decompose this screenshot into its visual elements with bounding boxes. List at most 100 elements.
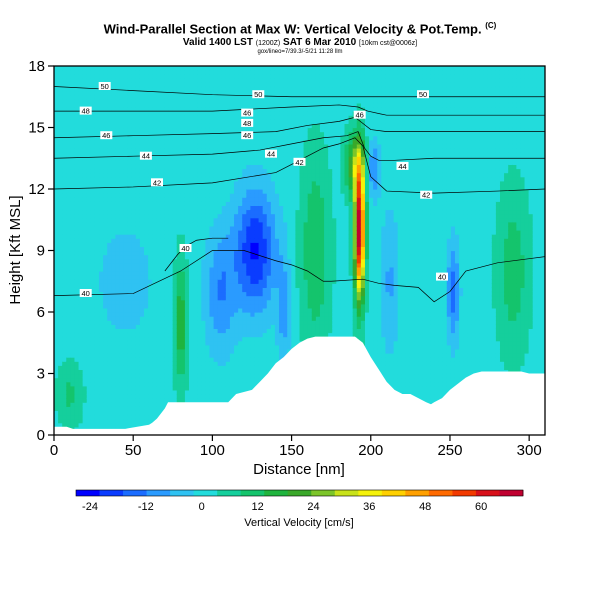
velocity-cell	[270, 168, 276, 174]
velocity-cell	[148, 66, 153, 71]
velocity-cell	[197, 82, 202, 88]
velocity-cell	[127, 230, 133, 235]
velocity-cell	[99, 389, 104, 395]
velocity-cell	[180, 381, 186, 387]
velocity-cell	[82, 193, 88, 198]
velocity-cell	[103, 242, 108, 247]
velocity-cell	[250, 189, 256, 194]
velocity-cell	[168, 135, 174, 141]
velocity-cell	[58, 143, 63, 149]
velocity-cell	[225, 385, 231, 391]
velocity-cell	[82, 225, 88, 231]
velocity-cell	[258, 373, 264, 379]
velocity-cell	[103, 344, 108, 350]
velocity-cell	[250, 340, 256, 346]
velocity-cell	[225, 283, 231, 288]
velocity-cell	[160, 340, 166, 346]
velocity-cell	[201, 184, 206, 190]
velocity-cell	[238, 238, 243, 243]
velocity-cell	[82, 340, 88, 346]
velocity-cell	[66, 307, 71, 313]
velocity-cell	[225, 156, 231, 161]
velocity-cell	[119, 213, 125, 219]
velocity-cell	[250, 283, 256, 288]
velocity-cell	[176, 262, 182, 268]
velocity-cell	[107, 193, 112, 198]
velocity-cell	[135, 213, 141, 219]
velocity-cell	[74, 135, 80, 141]
velocity-cell	[66, 111, 71, 116]
velocity-cell	[205, 250, 211, 256]
velocity-cell	[86, 312, 92, 317]
velocity-cell	[193, 254, 198, 260]
velocity-cell	[152, 193, 157, 198]
velocity-cell	[70, 303, 76, 309]
velocity-cell	[144, 78, 149, 83]
velocity-cell	[86, 357, 92, 362]
velocity-cell	[184, 168, 190, 174]
velocity-cell	[266, 357, 272, 362]
velocity-cell	[221, 98, 227, 104]
velocity-cell	[58, 394, 63, 399]
velocity-cell	[254, 143, 260, 149]
velocity-cell	[246, 295, 251, 301]
velocity-cell	[254, 102, 260, 108]
velocity-cell	[205, 307, 211, 313]
velocity-cell	[99, 266, 104, 272]
velocity-cell	[193, 139, 198, 145]
velocity-cell	[90, 172, 96, 178]
velocity-cell	[74, 201, 80, 206]
velocity-cell	[254, 275, 260, 280]
velocity-cell	[94, 291, 100, 297]
velocity-cell	[168, 98, 174, 104]
velocity-cell	[246, 246, 251, 252]
velocity-cell	[189, 123, 194, 129]
velocity-cell	[127, 139, 133, 145]
velocity-cell	[119, 74, 125, 79]
velocity-cell	[238, 320, 243, 325]
velocity-cell	[209, 377, 215, 383]
velocity-cell	[274, 189, 280, 194]
velocity-cell	[184, 254, 190, 260]
velocity-cell	[103, 394, 108, 399]
velocity-cell	[119, 295, 125, 301]
velocity-cell	[254, 353, 260, 358]
velocity-cell	[54, 266, 59, 272]
velocity-cell	[139, 328, 145, 334]
velocity-cell	[266, 82, 272, 88]
velocity-cell	[90, 258, 96, 264]
velocity-cell	[160, 115, 166, 120]
velocity-cell	[213, 328, 219, 334]
velocity-cell	[74, 250, 80, 256]
velocity-cell	[213, 389, 219, 395]
velocity-cell	[107, 357, 112, 362]
velocity-cell	[82, 74, 88, 79]
velocity-cell	[115, 410, 121, 416]
velocity-cell	[201, 250, 206, 256]
velocity-cell	[115, 156, 121, 161]
velocity-cell	[74, 357, 80, 362]
velocity-cell	[213, 336, 219, 342]
velocity-cell	[168, 189, 174, 194]
velocity-cell	[168, 348, 174, 354]
velocity-cell	[217, 123, 223, 129]
velocity-cell	[229, 377, 235, 383]
velocity-cell	[90, 389, 96, 395]
velocity-cell	[189, 373, 194, 379]
velocity-cell	[78, 184, 84, 190]
velocity-cell	[274, 209, 280, 215]
velocity-cell	[139, 246, 145, 252]
velocity-cell	[74, 365, 80, 370]
velocity-cell	[82, 197, 88, 202]
velocity-cell	[54, 213, 59, 219]
velocity-cell	[238, 324, 243, 329]
velocity-cell	[135, 398, 141, 403]
velocity-cell	[111, 312, 116, 317]
velocity-cell	[213, 369, 219, 375]
velocity-cell	[164, 107, 170, 112]
velocity-cell	[131, 102, 137, 108]
velocity-cell	[74, 422, 80, 428]
velocity-cell	[103, 406, 108, 411]
velocity-cell	[201, 102, 206, 108]
velocity-cell	[221, 275, 227, 280]
